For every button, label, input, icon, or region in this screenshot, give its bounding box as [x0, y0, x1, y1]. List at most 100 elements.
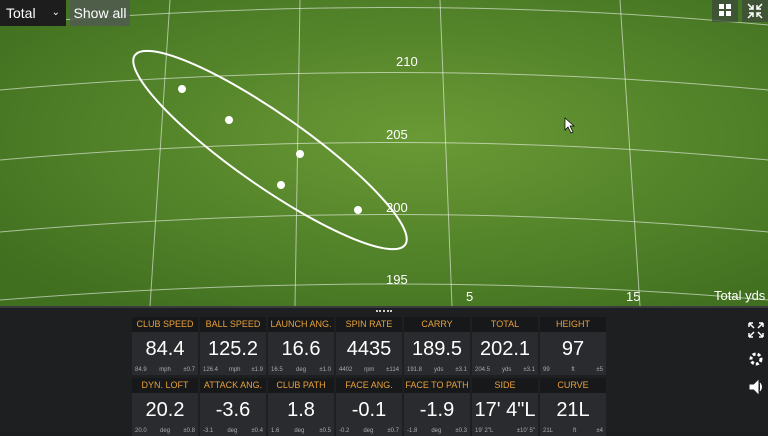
grid-label: 210: [396, 54, 418, 69]
metric-label: DYN. LOFT: [132, 378, 198, 393]
metric-tile: SIDE 17' 4"L 19' 2"L ±10' 5": [472, 378, 538, 436]
metric-tile: ATTACK ANG. -3.6 -3.1 deg ±0.4: [200, 378, 266, 436]
metric-label: SPIN RATE: [336, 317, 402, 332]
metric-value: 84.4: [145, 338, 185, 360]
axis-label: Total yds: [714, 288, 766, 303]
metric-value: 202.1: [479, 338, 531, 360]
metric-unit: mph: [228, 367, 241, 373]
metric-deviation: ±4: [596, 428, 603, 434]
shot-dot[interactable]: [354, 206, 362, 214]
metric-deviation: ±0.3: [455, 428, 467, 434]
metric-average: -1.8: [407, 428, 418, 434]
resize-handle[interactable]: [376, 310, 392, 315]
grid: [0, 0, 768, 306]
shot-dot[interactable]: [296, 150, 304, 158]
metric-unit: ft: [571, 367, 575, 373]
dispersion-ellipse: [132, 49, 408, 251]
metric-deviation: ±3.1: [455, 367, 467, 373]
metric-stats: 191.8 yds ±3.1: [407, 367, 467, 373]
metric-stats: 4402 rpm ±114: [339, 367, 399, 373]
metric-value: 21L: [556, 399, 590, 421]
metric-stats: 16.5 deg ±1.0: [271, 367, 331, 373]
metric-deviation: ±0.7: [387, 428, 399, 434]
metric-deviation: ±5: [596, 367, 603, 373]
metric-tile: FACE ANG. -0.1 -0.2 deg ±0.7: [336, 378, 402, 436]
shot-dot[interactable]: [225, 116, 233, 124]
metric-tile: FACE TO PATH -1.9 -1.8 deg ±0.3: [404, 378, 470, 436]
settings-icon[interactable]: [749, 352, 763, 366]
shot-dot[interactable]: [277, 181, 285, 189]
metric-label: CLUB SPEED: [132, 317, 198, 332]
sound-icon[interactable]: [749, 379, 762, 395]
grid-label: 205: [386, 127, 408, 142]
turf: [0, 0, 768, 306]
metric-unit: rpm: [364, 367, 375, 373]
metric-unit: deg: [363, 428, 374, 434]
grid-label: 5: [466, 289, 473, 304]
shot-dot[interactable]: [178, 85, 186, 93]
metric-deviation: ±3.1: [523, 367, 535, 373]
metric-average: 99: [543, 367, 550, 373]
metric-value: -0.1: [351, 399, 387, 421]
grid-label: 15: [626, 289, 640, 304]
metric-value: 4435: [346, 338, 392, 360]
metric-label: CARRY: [404, 317, 470, 332]
metric-stats: 204.5 yds ±3.1: [475, 367, 535, 373]
grid-label: 195: [386, 272, 408, 287]
metric-unit: deg: [431, 428, 442, 434]
metric-stats: 20.0 deg ±0.8: [135, 428, 195, 434]
metric-deviation: ±0.8: [183, 428, 195, 434]
metric-value: 1.8: [287, 399, 315, 421]
metric-label: TOTAL: [472, 317, 538, 332]
metric-tile: CLUB PATH 1.8 1.6 deg ±0.5: [268, 378, 334, 436]
metric-label: FACE ANG.: [336, 378, 402, 393]
side-icons: [748, 322, 764, 395]
metric-average: 21L: [543, 428, 554, 434]
metric-label: SIDE: [472, 378, 538, 393]
metric-value: -3.6: [215, 399, 251, 421]
dropdown-arrow: ⌄: [51, 7, 60, 18]
metric-average: 4402: [339, 367, 353, 373]
shots: [178, 85, 362, 214]
metric-average: 19' 2"L: [475, 428, 494, 434]
view-select[interactable]: Total ⌄: [0, 0, 66, 26]
metric-label: FACE TO PATH: [404, 378, 470, 393]
metric-value: 20.2: [145, 399, 185, 421]
fullscreen-icon[interactable]: [748, 322, 764, 338]
metric-unit: deg: [294, 428, 305, 434]
metric-average: 126.4: [203, 367, 219, 373]
layout-icon: [719, 4, 731, 16]
metric-deviation: ±0.4: [251, 428, 263, 434]
metric-unit: yds: [502, 367, 512, 373]
metric-deviation: ±1.0: [319, 367, 331, 373]
metric-value: 189.5: [411, 338, 463, 360]
metric-tile: TOTAL 202.1 204.5 yds ±3.1: [472, 317, 538, 375]
metric-average: 16.5: [271, 367, 283, 373]
metric-average: 20.0: [135, 428, 147, 434]
metric-label: LAUNCH ANG.: [268, 317, 334, 332]
layout-button[interactable]: [712, 0, 738, 22]
metric-value: 17' 4"L: [474, 399, 536, 421]
metric-average: 1.6: [271, 428, 280, 434]
collapse-icon: [747, 3, 763, 19]
metric-deviation: ±0.5: [319, 428, 331, 434]
metric-label: CLUB PATH: [268, 378, 334, 393]
metric-stats: 84.9 mph ±0.7: [135, 367, 195, 373]
metric-stats: -3.1 deg ±0.4: [203, 428, 263, 434]
metric-tile: LAUNCH ANG. 16.6 16.5 deg ±1.0: [268, 317, 334, 375]
metric-unit: yds: [434, 367, 444, 373]
metric-label: ATTACK ANG.: [200, 378, 266, 393]
field-view: 210 205 200 195 5 15 Total yds: [0, 0, 768, 306]
metric-stats: -0.2 deg ±0.7: [339, 428, 399, 434]
metric-unit: ft: [573, 428, 577, 434]
show-all-button[interactable]: Show all: [70, 0, 130, 26]
metric-deviation: ±0.7: [183, 367, 195, 373]
collapse-button[interactable]: [742, 0, 768, 22]
metric-average: 204.5: [475, 367, 491, 373]
cursor: [564, 117, 575, 134]
metric-unit: deg: [160, 428, 171, 434]
metric-stats: 19' 2"L ±10' 5": [475, 428, 535, 434]
metric-average: 191.8: [407, 367, 423, 373]
metric-tile: CLUB SPEED 84.4 84.9 mph ±0.7: [132, 317, 198, 375]
